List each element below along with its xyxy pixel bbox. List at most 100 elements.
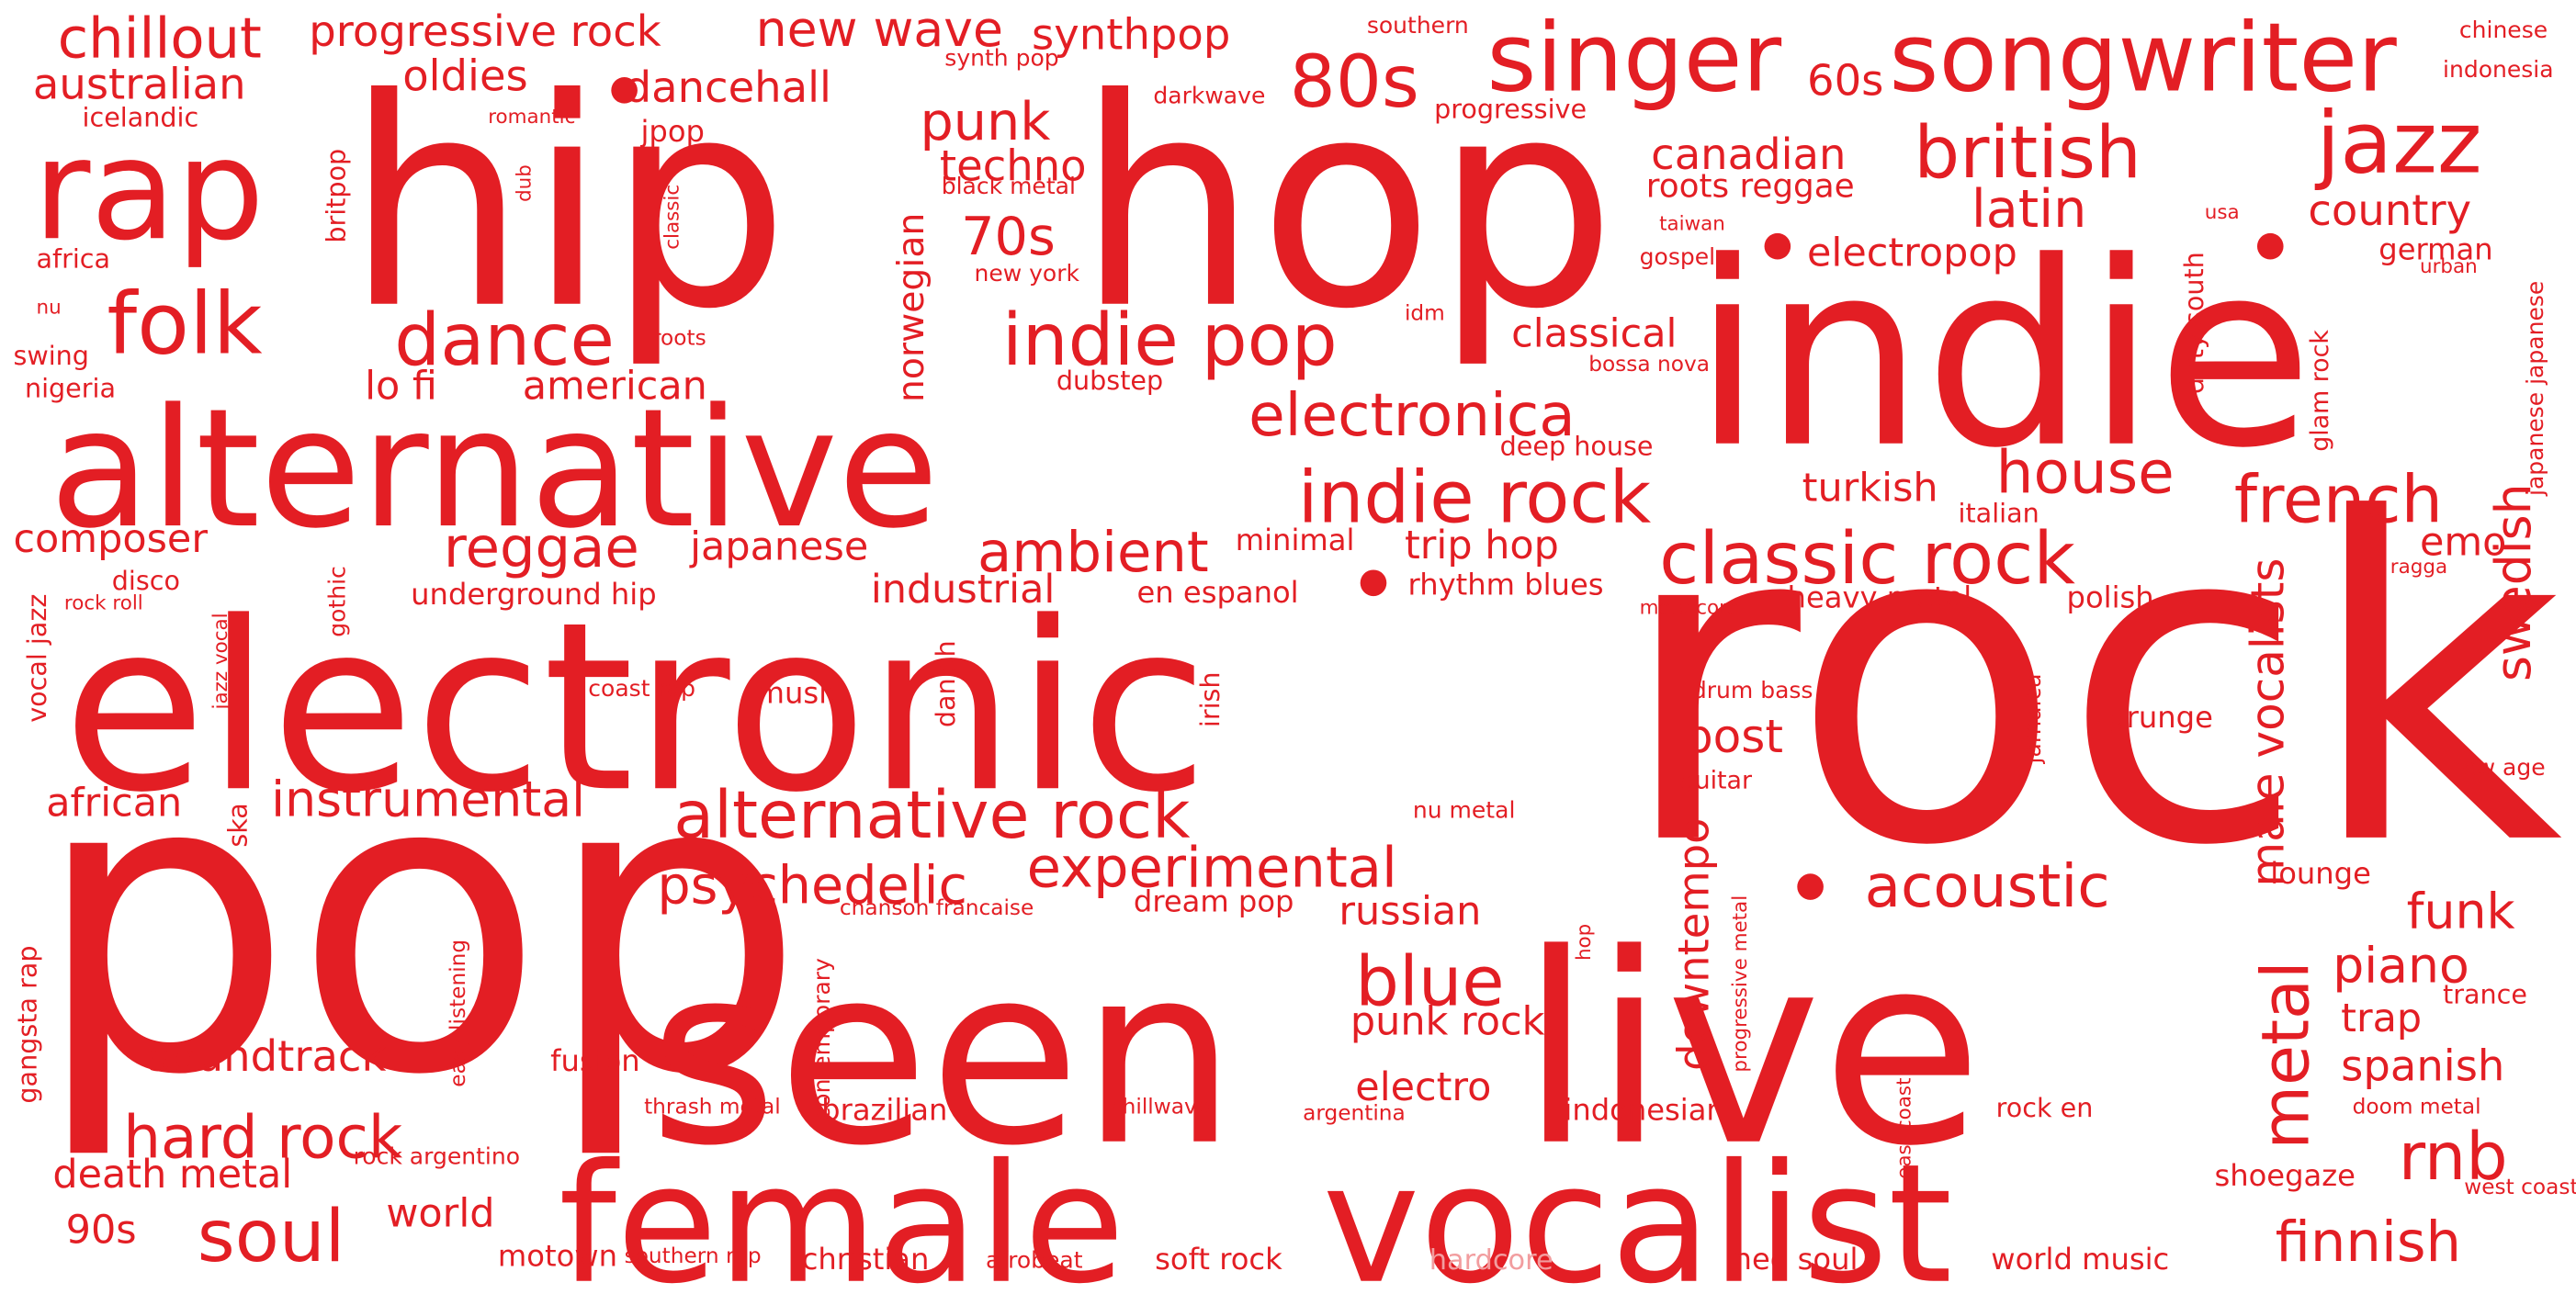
word-african: african xyxy=(46,781,182,827)
word-soundtrack: soundtrack xyxy=(148,1031,386,1081)
word-gangsta-rap: gangsta rap xyxy=(11,945,42,1103)
word-trance: trance xyxy=(2443,979,2527,1010)
word-indonesia: indonesia xyxy=(2443,56,2554,83)
word-romantic: romantic xyxy=(488,106,575,129)
word-indie-pop: indie pop xyxy=(1002,298,1338,382)
word-60s: 60s xyxy=(1807,56,1883,106)
word-rhythm-blues: rhythm blues xyxy=(1408,567,1604,602)
word-darkwave: darkwave xyxy=(1153,83,1265,109)
word-rock-roll: rock roll xyxy=(64,591,143,614)
word-australian: australian xyxy=(33,59,246,108)
word-lo-fi: lo fi xyxy=(365,364,437,410)
word-folk: folk xyxy=(107,274,262,373)
word-classic-rock: classic rock xyxy=(1659,516,2075,601)
dot-glyph xyxy=(1360,569,1387,597)
word-reggae: reggae xyxy=(444,516,639,580)
word-new-wave: new wave xyxy=(756,0,1003,58)
dot-glyph xyxy=(1764,232,1791,260)
word-dub: dub xyxy=(514,164,537,202)
word-singer: singer xyxy=(1486,3,1781,113)
word-german: german xyxy=(2378,232,2492,267)
word-soul: soul xyxy=(198,1194,345,1278)
word-polish: polish xyxy=(2067,580,2154,615)
word-oldies: oldies xyxy=(402,51,528,100)
word-shoegaze: shoegaze xyxy=(2214,1158,2355,1193)
word-instrumental: instrumental xyxy=(271,771,585,828)
word-rock: rock xyxy=(1618,426,2562,942)
word-pop: pop xyxy=(33,687,806,1165)
word-jpop: jpop xyxy=(640,114,705,149)
word-turkish: turkish xyxy=(1802,465,1938,511)
word-neo-soul: neo soul xyxy=(1734,1242,1859,1277)
word-bossa-nova: bossa nova xyxy=(1588,352,1710,377)
word-swedish: swedish xyxy=(2484,483,2542,681)
word-chinese: chinese xyxy=(2459,17,2548,43)
word-blue: blue xyxy=(1355,940,1504,1021)
word-dancehall: dancehall xyxy=(625,62,831,112)
word-dirty-south: dirty south xyxy=(2178,252,2209,394)
word-electronic: electronic xyxy=(62,571,1208,843)
word-chillout: chillout xyxy=(58,7,262,72)
word-piano: piano xyxy=(2333,936,2469,994)
word-deep-house: deep house xyxy=(1500,430,1654,461)
word-dubstep: dubstep xyxy=(1056,365,1163,396)
word-drum-bass: drum bass xyxy=(1692,677,1813,703)
word-christian: christian xyxy=(802,1242,930,1277)
word-idm: idm xyxy=(1405,301,1445,326)
word-gothic: gothic xyxy=(324,566,351,637)
word-hardcore: hardcore xyxy=(1429,1244,1554,1277)
word-house: house xyxy=(1996,438,2175,507)
word-doom-metal: doom metal xyxy=(2353,1094,2481,1119)
word-rap: rap xyxy=(33,108,265,271)
word-experimental: experimental xyxy=(1027,837,1397,901)
word-female: female xyxy=(559,1130,1124,1294)
word-africa: africa xyxy=(36,242,110,274)
word-death-metal: death metal xyxy=(52,1152,292,1198)
word-jazz: jazz xyxy=(2314,94,2481,193)
word-hip: hip xyxy=(345,38,790,372)
word-danish: danish xyxy=(930,640,961,727)
word-icelandic: icelandic xyxy=(83,102,199,133)
word-finnish: finnish xyxy=(2276,1210,2461,1275)
dot-glyph xyxy=(1797,873,1824,900)
word-world-music: world music xyxy=(1991,1242,2169,1277)
word-fusion: fusion xyxy=(550,1043,640,1078)
word-underground-hip: underground hip xyxy=(411,577,656,612)
word-country: country xyxy=(2308,186,2471,235)
word-progressive: progressive xyxy=(1434,94,1587,125)
word-taiwan: taiwan xyxy=(1659,212,1725,235)
word-roots: roots xyxy=(652,325,706,350)
word-afrobeat: afrobeat xyxy=(986,1246,1083,1273)
word-electropop: electropop xyxy=(1807,231,2017,276)
word-en-espanol: en espanol xyxy=(1136,575,1298,610)
word-southern-rap: southern rap xyxy=(625,1243,762,1268)
word-britpop: britpop xyxy=(321,149,352,243)
word-progressive-metal: progressive metal xyxy=(1729,895,1752,1073)
word-minimal: minimal xyxy=(1236,523,1355,557)
word-indie: indie xyxy=(1692,208,2313,504)
word-canadian: canadian xyxy=(1651,129,1846,179)
dot-glyph xyxy=(611,77,638,104)
word-disco: disco xyxy=(112,565,180,596)
word-jazz-vocal: jazz vocal xyxy=(209,613,232,710)
word-guitar: guitar xyxy=(1679,766,1753,794)
word-punk: punk xyxy=(920,92,1050,152)
word-motown: motown xyxy=(498,1239,617,1274)
word-trap: trap xyxy=(2341,996,2422,1041)
word-90s: 90s xyxy=(66,1208,137,1254)
word-argentina: argentina xyxy=(1303,1100,1406,1125)
word-music: music xyxy=(756,675,843,710)
word-spanish: spanish xyxy=(2341,1041,2504,1091)
word-composer: composer xyxy=(13,516,208,562)
word-grunge: grunge xyxy=(2107,700,2213,735)
word-irish: irish xyxy=(1194,671,1226,727)
word-metal: metal xyxy=(2247,961,2323,1149)
word-ambient: ambient xyxy=(977,521,1209,585)
word-nu-metal: nu metal xyxy=(1413,796,1516,823)
word-hard-rock: hard rock xyxy=(123,1104,403,1173)
word-chanson-francaise: chanson francaise xyxy=(840,895,1034,920)
word-russian: russian xyxy=(1339,889,1481,935)
